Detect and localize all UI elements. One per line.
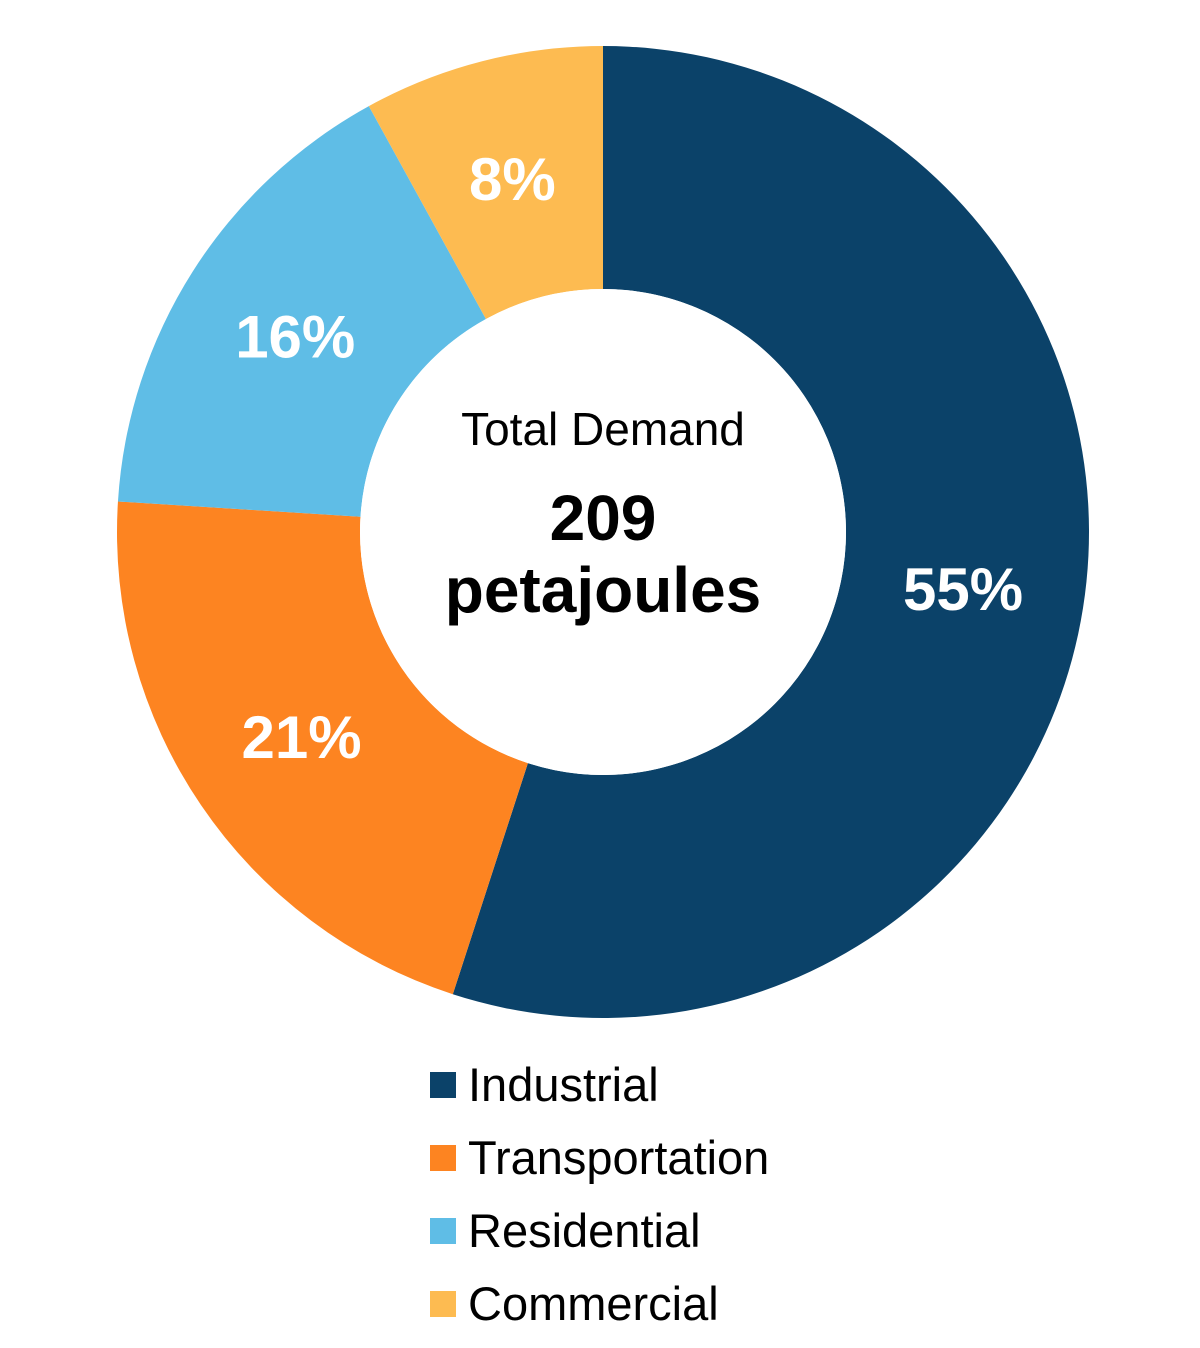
legend-label: Industrial	[468, 1058, 659, 1111]
slice-labels: 55% 21% 16% 8%	[235, 146, 1023, 771]
legend-item-residential: Residential	[430, 1194, 769, 1267]
legend-item-industrial: Industrial	[430, 1048, 769, 1121]
slice-commercial	[368, 46, 603, 320]
legend-label: Transportation	[468, 1131, 770, 1184]
donut-hole	[360, 289, 846, 775]
legend-swatch-industrial	[430, 1071, 456, 1098]
center-value-unit: petajoules	[444, 554, 762, 626]
slice-label-industrial: 55%	[903, 556, 1023, 623]
slice-label-residential: 16%	[235, 304, 355, 371]
donut-slices	[117, 46, 1090, 1019]
legend-swatch-transportation	[430, 1144, 456, 1171]
slice-transportation	[117, 501, 528, 995]
center-title: Total Demand	[461, 403, 745, 455]
slice-industrial	[452, 46, 1090, 1019]
legend-item-transportation: Transportation	[430, 1121, 769, 1194]
slice-label-transportation: 21%	[241, 704, 361, 771]
legend-item-commercial: Commercial	[430, 1267, 769, 1340]
legend-swatch-commercial	[430, 1290, 456, 1317]
slice-residential	[117, 106, 486, 517]
legend: Industrial Transportation Residential Co…	[430, 1048, 769, 1340]
legend-label: Commercial	[468, 1277, 719, 1330]
donut-chart: 55% 21% 16% 8%	[117, 46, 1090, 1019]
slice-label-commercial: 8%	[469, 146, 556, 213]
legend-label: Residential	[468, 1204, 701, 1257]
legend-swatch-residential	[430, 1217, 456, 1244]
center-value-number: 209	[549, 482, 657, 554]
center-value: 209 petajoules	[353, 482, 853, 626]
